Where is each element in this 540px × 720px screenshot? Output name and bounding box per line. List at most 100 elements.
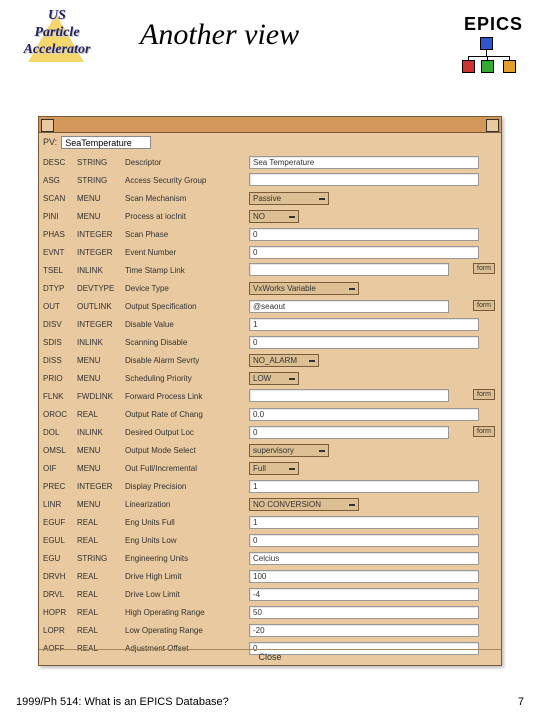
field-value-cell: 1 (249, 516, 497, 529)
field-row: OMSLMENUOutput Mode Selectsupervisory (43, 441, 497, 459)
field-value-cell: @seaout form (249, 300, 497, 313)
field-name: DTYP (43, 284, 77, 293)
field-desc: Desired Output Loc (125, 428, 245, 437)
field-input[interactable]: 100 (249, 570, 479, 583)
field-menu[interactable]: supervisory (249, 444, 329, 457)
field-row: PRIOMENUScheduling PriorityLOW (43, 369, 497, 387)
field-row: OROCREALOutput Rate of Chang0.0 (43, 405, 497, 423)
field-desc: Drive High Limit (125, 572, 245, 581)
field-desc: High Operating Range (125, 608, 245, 617)
field-type: REAL (77, 572, 125, 581)
field-desc: Disable Alarm Sevrty (125, 356, 245, 365)
field-type: MENU (77, 212, 125, 221)
uspas-logo: US Particle Accelerator (12, 8, 102, 58)
epics-logo: EPICS (464, 14, 524, 73)
field-input[interactable]: @seaout (249, 300, 449, 313)
field-input[interactable]: 0.0 (249, 408, 479, 421)
field-input[interactable] (249, 389, 449, 402)
field-type: MENU (77, 464, 125, 473)
field-desc: Scan Phase (125, 230, 245, 239)
field-input[interactable]: 1 (249, 318, 479, 331)
field-desc: Display Precision (125, 482, 245, 491)
pv-value[interactable]: SeaTemperature (61, 136, 151, 149)
field-row: SCANMENUScan MechanismPassive (43, 189, 497, 207)
field-row: DTYPDEVTYPEDevice TypeVxWorks Variable (43, 279, 497, 297)
field-desc: Out Full/Incremental (125, 464, 245, 473)
field-value-cell: 0.0 (249, 408, 497, 421)
form-button[interactable]: form (473, 263, 495, 274)
field-type: INTEGER (77, 482, 125, 491)
field-name: FLNK (43, 392, 77, 401)
slide-header: US Particle Accelerator Another view EPI… (0, 0, 540, 90)
field-input[interactable]: Sea Temperature (249, 156, 479, 169)
field-value-cell: NO CONVERSION (249, 498, 497, 511)
footer-left: 1999/Ph 514: What is an EPICS Database? (16, 696, 229, 708)
field-desc: Descriptor (125, 158, 245, 167)
form-button[interactable]: form (473, 300, 495, 311)
field-desc: Event Number (125, 248, 245, 257)
field-input[interactable]: 0 (249, 534, 479, 547)
field-menu[interactable]: NO CONVERSION (249, 498, 359, 511)
field-input[interactable]: 50 (249, 606, 479, 619)
field-desc: Access Security Group (125, 176, 245, 185)
window-titlebar[interactable] (39, 117, 501, 133)
epics-box-1 (480, 37, 493, 50)
field-input[interactable]: -20 (249, 624, 479, 637)
field-value-cell: 0 (249, 246, 497, 259)
field-type: INLINK (77, 266, 125, 275)
field-menu[interactable]: NO_ALARM (249, 354, 319, 367)
field-desc: Drive Low Limit (125, 590, 245, 599)
field-row: OIFMENUOut Full/Incremental Full (43, 459, 497, 477)
logo-text-1: US (12, 8, 102, 25)
field-menu[interactable]: Passive (249, 192, 329, 205)
field-row: HOPRREALHigh Operating Range50 (43, 603, 497, 621)
field-row: OUTOUTLINKOutput Specification@seaoutfor… (43, 297, 497, 315)
field-type: REAL (77, 590, 125, 599)
field-row: PINIMENUProcess at iocInitNO (43, 207, 497, 225)
logo-text-2: Particle (12, 25, 102, 42)
field-value-cell: LOW (249, 372, 497, 385)
field-name: EGUL (43, 536, 77, 545)
field-menu[interactable]: LOW (249, 372, 299, 385)
field-input[interactable]: Celcius (249, 552, 479, 565)
field-input[interactable]: 1 (249, 516, 479, 529)
field-input[interactable]: 0 (249, 246, 479, 259)
field-name: LOPR (43, 626, 77, 635)
field-type: MENU (77, 194, 125, 203)
field-name: OROC (43, 410, 77, 419)
field-name: LINR (43, 500, 77, 509)
field-input[interactable]: 0 (249, 228, 479, 241)
field-menu[interactable]: VxWorks Variable (249, 282, 359, 295)
field-menu[interactable]: NO (249, 210, 299, 223)
field-name: PINI (43, 212, 77, 221)
slide-title: Another view (140, 18, 299, 52)
field-row: EGUSTRINGEngineering UnitsCelcius (43, 549, 497, 567)
field-name: OIF (43, 464, 77, 473)
field-input[interactable]: 0 (249, 426, 449, 439)
field-input[interactable] (249, 263, 449, 276)
epics-box-3 (481, 60, 494, 73)
field-row: EGULREALEng Units Low0 (43, 531, 497, 549)
form-button[interactable]: form (473, 426, 495, 437)
field-type: REAL (77, 518, 125, 527)
field-desc: Low Operating Range (125, 626, 245, 635)
field-desc: Scheduling Priority (125, 374, 245, 383)
field-value-cell: form (249, 263, 497, 278)
field-input[interactable]: -4 (249, 588, 479, 601)
field-value-cell: 0 (249, 228, 497, 241)
close-button[interactable]: Close (39, 649, 501, 665)
field-type: REAL (77, 536, 125, 545)
field-input[interactable]: 1 (249, 480, 479, 493)
field-row: PHASINTEGERScan Phase0 (43, 225, 497, 243)
field-row: FLNKFWDLINKForward Process Linkform (43, 387, 497, 405)
field-name: ASG (43, 176, 77, 185)
field-input[interactable]: 0 (249, 336, 479, 349)
field-type: STRING (77, 554, 125, 563)
field-input[interactable] (249, 173, 479, 186)
form-button[interactable]: form (473, 389, 495, 400)
field-desc: Output Rate of Chang (125, 410, 245, 419)
field-name: PRIO (43, 374, 77, 383)
field-menu[interactable]: Full (249, 462, 299, 475)
field-desc: Disable Value (125, 320, 245, 329)
field-type: DEVTYPE (77, 284, 125, 293)
